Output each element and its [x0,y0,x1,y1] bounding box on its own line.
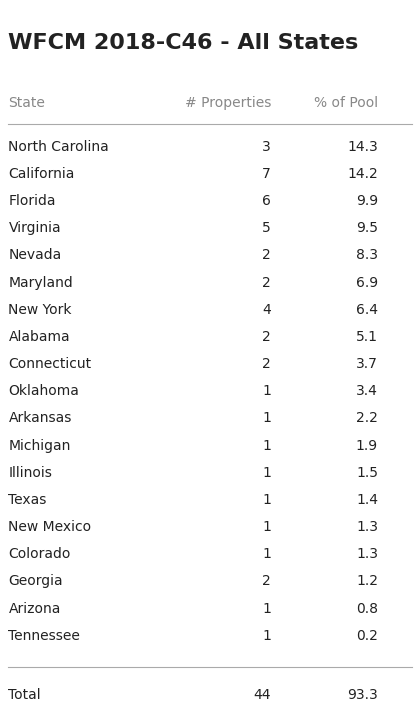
Text: 0.8: 0.8 [356,602,378,616]
Text: State: State [8,96,45,110]
Text: # Properties: # Properties [184,96,271,110]
Text: 14.2: 14.2 [347,167,378,181]
Text: 1.3: 1.3 [356,547,378,561]
Text: Michigan: Michigan [8,438,71,453]
Text: 9.9: 9.9 [356,194,378,208]
Text: Tennessee: Tennessee [8,629,80,643]
Text: California: California [8,167,75,181]
Text: 44: 44 [253,688,271,702]
Text: 2.2: 2.2 [356,411,378,425]
Text: 6: 6 [262,194,271,208]
Text: 1: 1 [262,547,271,561]
Text: 1: 1 [262,629,271,643]
Text: 6.9: 6.9 [356,276,378,289]
Text: 5.1: 5.1 [356,330,378,344]
Text: 1: 1 [262,385,271,398]
Text: 1.2: 1.2 [356,574,378,588]
Text: 8.3: 8.3 [356,249,378,262]
Text: 2: 2 [262,357,271,371]
Text: 2: 2 [262,249,271,262]
Text: 1.5: 1.5 [356,466,378,480]
Text: North Carolina: North Carolina [8,140,109,154]
Text: 6.4: 6.4 [356,302,378,317]
Text: 1: 1 [262,411,271,425]
Text: Nevada: Nevada [8,249,62,262]
Text: 14.3: 14.3 [347,140,378,154]
Text: New Mexico: New Mexico [8,520,92,534]
Text: % of Pool: % of Pool [314,96,378,110]
Text: Arizona: Arizona [8,602,61,616]
Text: Connecticut: Connecticut [8,357,92,371]
Text: 3.4: 3.4 [356,385,378,398]
Text: 2: 2 [262,330,271,344]
Text: Alabama: Alabama [8,330,70,344]
Text: 1: 1 [262,438,271,453]
Text: 1: 1 [262,493,271,507]
Text: 9.5: 9.5 [356,221,378,236]
Text: New York: New York [8,302,72,317]
Text: 7: 7 [262,167,271,181]
Text: Florida: Florida [8,194,56,208]
Text: 3.7: 3.7 [356,357,378,371]
Text: Maryland: Maryland [8,276,73,289]
Text: Virginia: Virginia [8,221,61,236]
Text: Total: Total [8,688,41,702]
Text: 1.4: 1.4 [356,493,378,507]
Text: 4: 4 [262,302,271,317]
Text: 93.3: 93.3 [347,688,378,702]
Text: 1.9: 1.9 [356,438,378,453]
Text: Oklahoma: Oklahoma [8,385,79,398]
Text: Texas: Texas [8,493,47,507]
Text: 5: 5 [262,221,271,236]
Text: WFCM 2018-C46 - All States: WFCM 2018-C46 - All States [8,33,359,53]
Text: 1: 1 [262,466,271,480]
Text: 2: 2 [262,574,271,588]
Text: Arkansas: Arkansas [8,411,72,425]
Text: 2: 2 [262,276,271,289]
Text: Colorado: Colorado [8,547,71,561]
Text: Illinois: Illinois [8,466,52,480]
Text: 3: 3 [262,140,271,154]
Text: 1.3: 1.3 [356,520,378,534]
Text: 1: 1 [262,520,271,534]
Text: 1: 1 [262,602,271,616]
Text: 0.2: 0.2 [356,629,378,643]
Text: Georgia: Georgia [8,574,63,588]
